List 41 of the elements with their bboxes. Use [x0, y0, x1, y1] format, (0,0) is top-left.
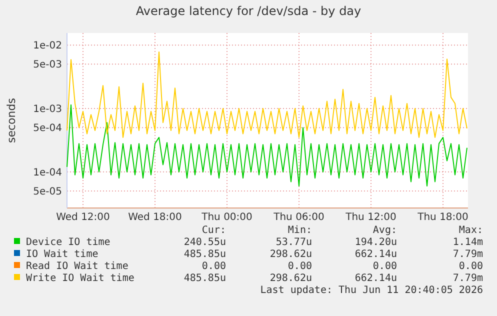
text: 662.14u: [354, 249, 397, 260]
line-series: [66, 51, 468, 138]
chart-title: Average latency for /dev/sda - by day: [136, 4, 362, 18]
x-tick-label: Thu 12:00: [344, 212, 396, 223]
text: 662.14u: [354, 273, 397, 284]
x-tick-label: Thu 06:00: [272, 212, 324, 223]
text: 7.79m: [452, 249, 483, 260]
text: 0.00: [288, 261, 312, 272]
y-tick-label: 1e-03: [33, 104, 62, 115]
legend-label: Device IO time: [26, 237, 110, 248]
text: 298.62u: [270, 273, 312, 284]
x-tick-label: Thu 00:00: [200, 212, 252, 223]
y-axis-title: seconds: [5, 98, 18, 143]
text: 485.85u: [184, 249, 226, 260]
y-tick-label: 5e-05: [33, 186, 62, 198]
line-series: [66, 104, 468, 187]
text: 0.00: [202, 261, 226, 272]
text: 7.79m: [452, 273, 483, 284]
y-tick-label: 1e-02: [33, 40, 62, 52]
text: Max:: [458, 225, 483, 236]
legend-label: Write IO Wait time: [26, 273, 134, 284]
x-tick-label: Wed 18:00: [128, 212, 182, 223]
text: Last update: Thu Jun 11 20:40:05 2026: [260, 285, 483, 296]
text: 53.77u: [276, 237, 312, 248]
y-tick-label: 5e-04: [33, 123, 62, 134]
x-tick-label: Thu 18:00: [416, 212, 468, 223]
text: Min:: [288, 225, 312, 236]
y-tick-label: 1e-04: [33, 167, 62, 178]
y-tick-label: 5e-03: [33, 60, 62, 71]
text: 485.85u: [184, 273, 226, 284]
x-tick-label: Wed 12:00: [56, 212, 110, 223]
legend-label: Read IO Wait time: [26, 261, 128, 272]
legend-label: IO Wait time: [26, 249, 98, 260]
text: 0.00: [458, 261, 483, 272]
text: 298.62u: [270, 249, 312, 260]
text: 194.20u: [354, 237, 397, 248]
text: 0.00: [372, 261, 397, 272]
text: Cur:: [202, 225, 226, 236]
text: 1.14m: [452, 237, 483, 248]
text: Avg:: [372, 225, 397, 236]
text: 240.55u: [184, 237, 226, 248]
